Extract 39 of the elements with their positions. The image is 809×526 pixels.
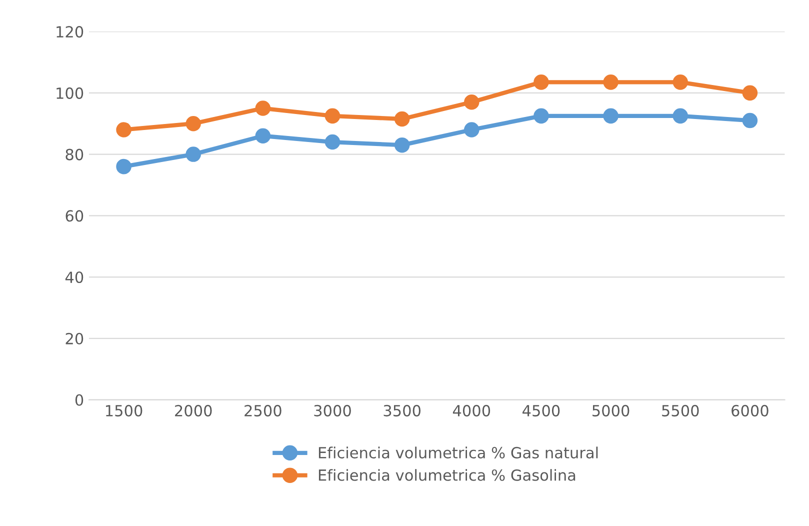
y-tick-label: 40 bbox=[65, 271, 84, 284]
point bbox=[603, 108, 618, 124]
y-tick-label: 60 bbox=[66, 210, 84, 222]
point bbox=[324, 108, 340, 124]
point bbox=[255, 128, 271, 144]
x-tick-label: 4000 bbox=[452, 404, 490, 416]
point bbox=[603, 74, 618, 90]
y-tick-label: 20 bbox=[66, 332, 84, 344]
point bbox=[534, 74, 549, 90]
x-tick-label: 2500 bbox=[244, 404, 282, 416]
point bbox=[742, 85, 758, 101]
point bbox=[742, 112, 758, 128]
x-tick-label: 3000 bbox=[314, 404, 351, 416]
x-tick-label: 5500 bbox=[662, 404, 699, 416]
x-tick-label: 2000 bbox=[175, 404, 212, 416]
point bbox=[672, 108, 688, 124]
point bbox=[186, 146, 201, 162]
x-tick-label: 4500 bbox=[522, 404, 560, 416]
y-tick-label: 100 bbox=[56, 87, 84, 99]
point bbox=[394, 137, 410, 153]
point bbox=[672, 74, 688, 90]
point bbox=[464, 122, 480, 138]
legend-label: Eficiencia volumetrica % Gas natural bbox=[318, 446, 598, 458]
x-tick-label: 3500 bbox=[384, 404, 420, 416]
y-tick-label: 120 bbox=[56, 26, 84, 38]
point bbox=[394, 111, 410, 127]
point bbox=[464, 94, 480, 110]
y-tick-label: 80 bbox=[66, 148, 84, 160]
legend-label: Eficiencia volumetrica % Gasolina bbox=[318, 469, 576, 481]
point bbox=[116, 122, 132, 138]
point bbox=[186, 116, 201, 132]
point bbox=[324, 134, 340, 150]
x-tick-label: 6000 bbox=[732, 404, 768, 416]
x-tick-label: 1500 bbox=[106, 404, 142, 416]
point bbox=[534, 108, 549, 124]
x-tick-label: 5000 bbox=[592, 404, 630, 416]
point bbox=[255, 100, 271, 116]
point bbox=[116, 158, 132, 174]
y-tick-label: 0 bbox=[75, 394, 84, 406]
